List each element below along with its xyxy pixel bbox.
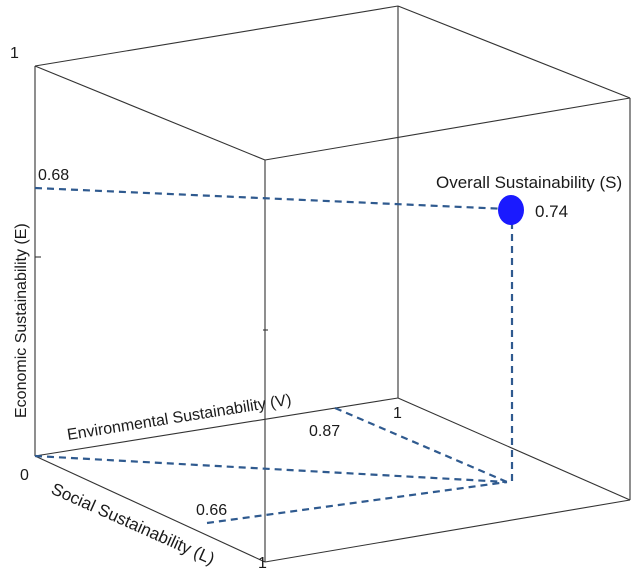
projection-guides bbox=[34, 186, 514, 525]
environmental-value-label: 0.87 bbox=[309, 423, 340, 440]
economic-value-label: 0.68 bbox=[38, 167, 69, 184]
environmental-axis-label: Environmental Sustainability (V) bbox=[66, 392, 293, 444]
overall-point-label: Overall Sustainability (S) bbox=[436, 173, 622, 192]
cube-edge-top-front bbox=[264, 97, 631, 161]
cube-edge-bottom-left bbox=[34, 455, 266, 563]
cube-edge-bottom-back bbox=[34, 397, 399, 457]
economic-axis-label: Economic Sustainability (E) bbox=[13, 223, 30, 418]
social-max-tick: 1 bbox=[258, 555, 267, 569]
guide-social-to-floor-point bbox=[206, 480, 508, 525]
cube-edge-top-right bbox=[397, 5, 631, 99]
cube-edge-bottom-right bbox=[397, 397, 631, 501]
economic-max-tick: 1 bbox=[10, 45, 19, 62]
social-axis-label: Social Sustainability (L) bbox=[48, 479, 217, 568]
guide-origin-to-floor-point bbox=[34, 454, 508, 484]
guide-environmental-to-floor-point bbox=[334, 406, 508, 484]
environmental-max-tick: 1 bbox=[393, 405, 402, 422]
cube-edge-top-left bbox=[34, 65, 266, 161]
social-value-label: 0.66 bbox=[196, 502, 227, 519]
cube-edge-back-top bbox=[34, 5, 399, 67]
overall-value-label: 0.74 bbox=[535, 202, 568, 221]
cube-edge-bottom-front bbox=[264, 499, 631, 563]
overall-sustainability-point bbox=[498, 195, 524, 225]
cube-frame bbox=[34, 5, 631, 563]
guide-economic-to-point bbox=[34, 186, 508, 211]
origin-tick: 0 bbox=[20, 467, 29, 484]
